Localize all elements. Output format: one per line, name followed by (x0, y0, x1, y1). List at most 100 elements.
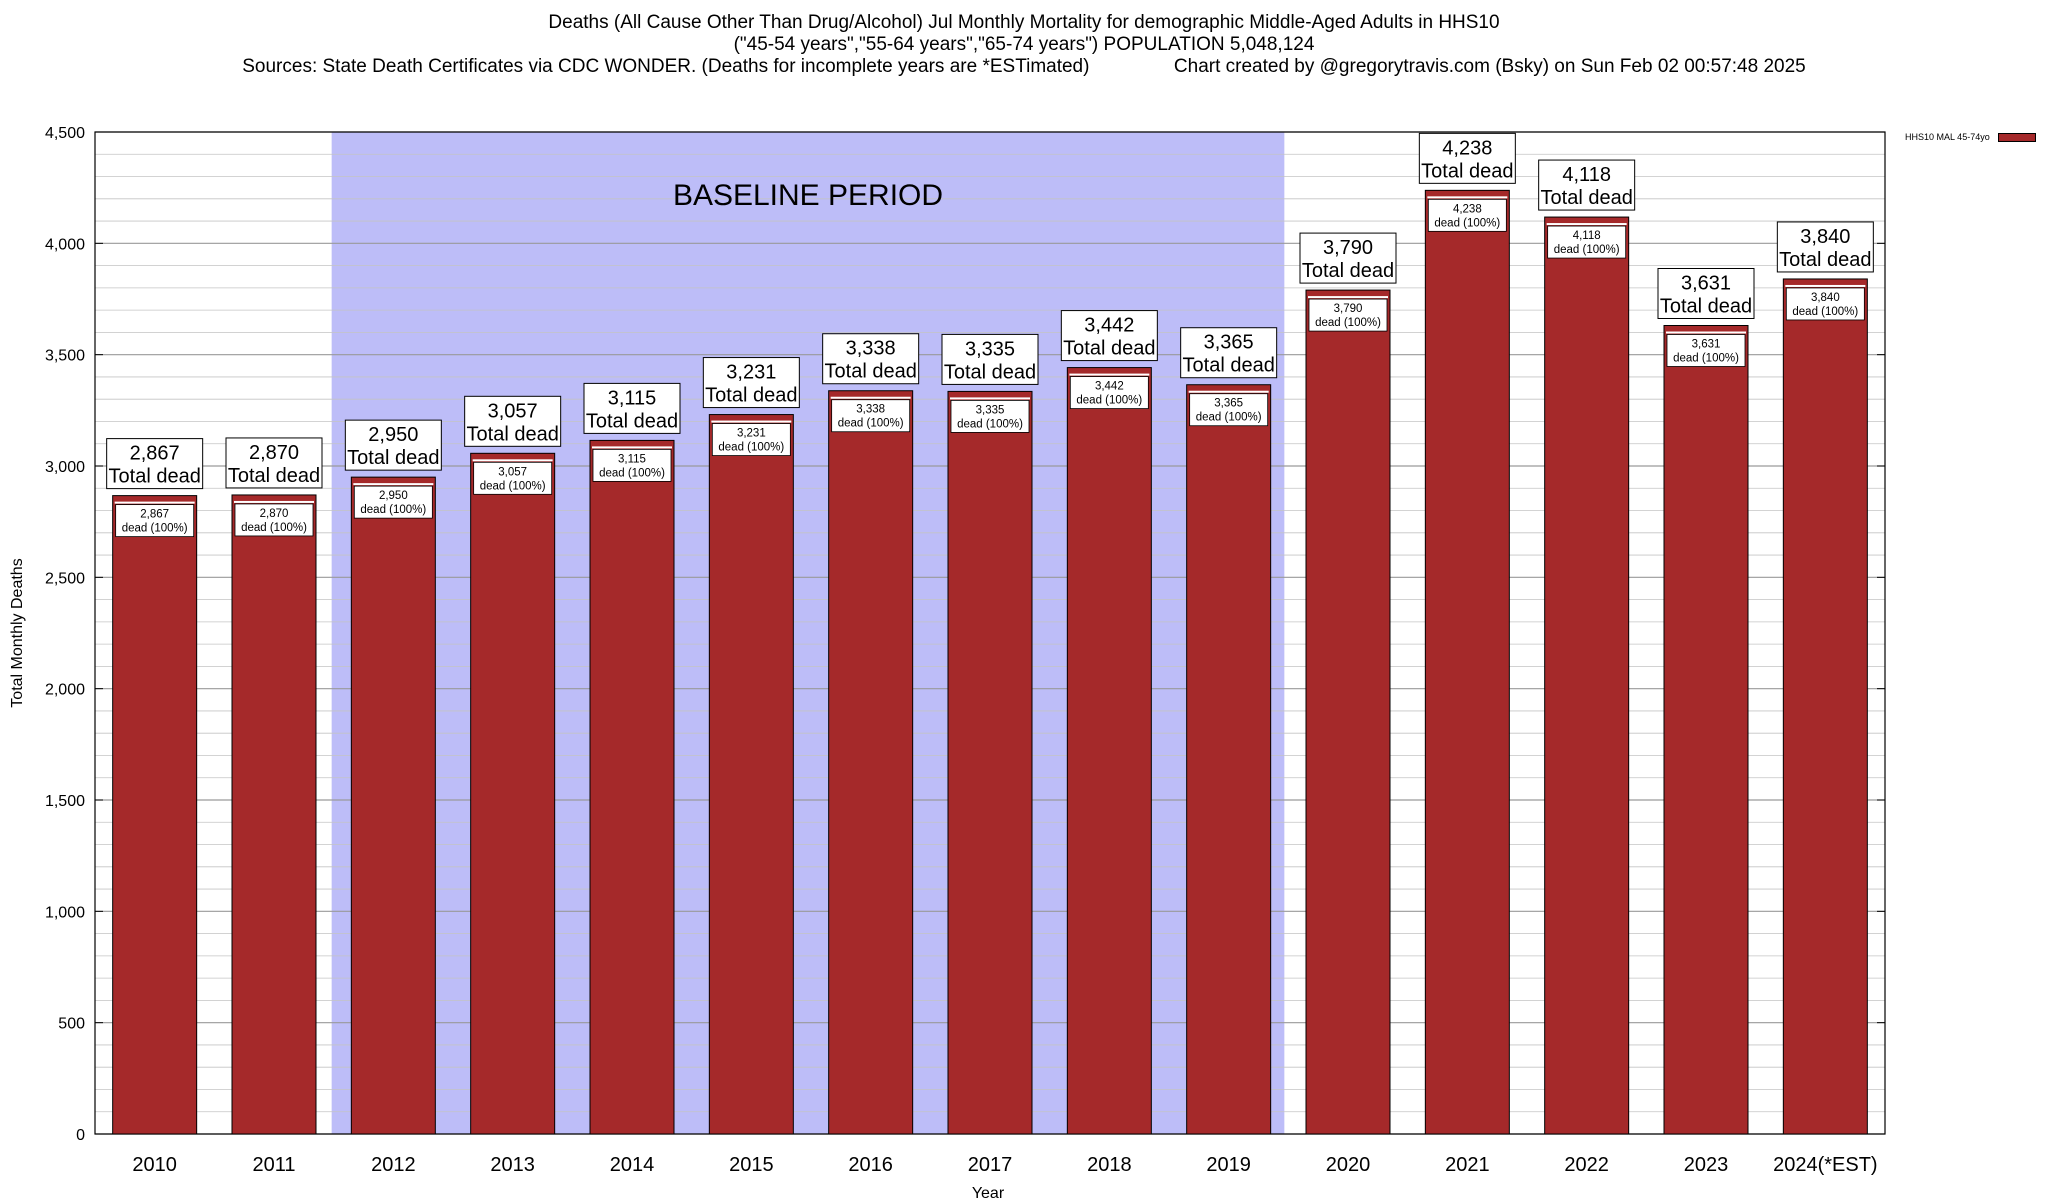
y-tick-label: 1,000 (45, 904, 85, 921)
total-dead-label: Total dead (705, 385, 797, 407)
total-value-label: 2,870 (249, 442, 299, 464)
baseline-label: BASELINE PERIOD (673, 179, 943, 212)
bar (1066, 367, 1152, 1135)
total-dead-label: Total dead (1183, 355, 1275, 377)
inner-dead-label: dead (100%) (122, 523, 188, 535)
bar-top-stripe (1427, 196, 1508, 199)
total-value-label: 3,338 (846, 338, 896, 360)
total-value-label: 3,790 (1323, 237, 1373, 259)
inner-label-box (831, 399, 911, 433)
total-value-label: 4,238 (1442, 137, 1492, 159)
bar-top-stripe (234, 500, 314, 503)
total-value-label: 3,631 (1681, 272, 1731, 294)
total-value-label: 2,867 (130, 443, 180, 465)
inner-label-box (1069, 376, 1149, 409)
y-tick-label: 2,000 (45, 682, 85, 699)
inner-value-label: 3,365 (1214, 398, 1243, 410)
bar-top-stripe (1666, 331, 1746, 334)
bar-top-stripe (592, 446, 672, 449)
total-value-label: 3,231 (726, 362, 776, 384)
inner-dead-label: dead (100%) (1554, 244, 1620, 256)
x-tick-label: 2015 (729, 1154, 774, 1176)
total-dead-label: Total dead (1541, 187, 1633, 209)
total-value-label: 4,118 (1562, 164, 1611, 186)
inner-value-label: 3,790 (1334, 303, 1363, 315)
inner-dead-label: dead (100%) (241, 522, 307, 534)
bar-top-stripe (1546, 223, 1627, 226)
inner-value-label: 4,118 (1573, 230, 1601, 242)
y-tick-label: 3,000 (45, 459, 85, 476)
inner-dead-label: dead (100%) (1315, 317, 1381, 329)
bar (1663, 324, 1749, 1135)
total-label-box (1299, 232, 1397, 284)
x-tick-label: 2021 (1445, 1154, 1490, 1176)
total-dead-label: Total dead (228, 465, 320, 487)
bar (828, 390, 914, 1135)
total-dead-label: Total dead (586, 410, 678, 432)
inner-dead-label: dead (100%) (718, 442, 784, 454)
x-tick-label: 2013 (490, 1154, 535, 1176)
inner-value-label: 3,115 (618, 453, 646, 465)
total-label-box (702, 357, 800, 409)
bar (589, 439, 675, 1135)
y-tick-label: 0 (76, 1127, 85, 1144)
total-label-box (1657, 267, 1755, 319)
inner-dead-label: dead (100%) (599, 467, 665, 479)
total-label-box (1418, 132, 1516, 184)
x-tick-label: 2020 (1326, 1154, 1371, 1176)
inner-label-box (473, 461, 553, 495)
inner-dead-label: dead (100%) (360, 504, 426, 516)
bar (470, 452, 556, 1135)
bar (112, 495, 198, 1135)
total-label-box (1060, 310, 1158, 362)
inner-dead-label: dead (100%) (1673, 352, 1739, 364)
total-label-box (344, 419, 442, 471)
total-value-label: 3,335 (965, 338, 1015, 360)
bar-top-stripe (114, 501, 195, 504)
x-axis-label: Year (972, 1185, 1005, 1200)
x-tick-label: 2018 (1087, 1154, 1132, 1176)
title-line-3: Sources: State Death Certificates via CD… (242, 56, 1806, 77)
total-dead-label: Total dead (109, 466, 201, 488)
inner-dead-label: dead (100%) (838, 418, 904, 430)
bar-top-stripe (711, 420, 792, 423)
x-tick-label: 2017 (968, 1154, 1013, 1176)
x-tick-label: 2019 (1206, 1154, 1251, 1176)
bar-top-stripe (472, 459, 553, 462)
y-tick-label: 500 (58, 1016, 85, 1033)
total-label-box (106, 438, 204, 490)
y-axis-label: Total Monthly Deaths (9, 558, 26, 707)
total-value-label: 3,442 (1084, 315, 1134, 337)
x-tick-label: 2011 (252, 1154, 295, 1176)
inner-value-label: 2,867 (140, 509, 169, 521)
inner-dead-label: dead (100%) (1792, 306, 1858, 318)
x-tick-label: 2010 (132, 1154, 177, 1176)
inner-dead-label: dead (100%) (957, 418, 1023, 430)
total-value-label: 3,115 (608, 387, 657, 409)
inner-value-label: 3,631 (1692, 338, 1721, 350)
inner-label-box (234, 503, 314, 537)
chart-title: Deaths (All Cause Other Than Drug/Alcoho… (0, 12, 2048, 78)
total-label-box (1538, 159, 1636, 211)
x-tick-label: 2023 (1684, 1154, 1729, 1176)
inner-value-label: 2,870 (260, 508, 289, 520)
inner-label-box (1427, 198, 1507, 232)
bar-top-stripe (353, 483, 434, 486)
inner-label-box (115, 504, 195, 538)
x-tick-label: 2022 (1564, 1154, 1609, 1176)
legend: HHS10 MAL 45-74yo (1905, 132, 2036, 142)
inner-label-box (353, 485, 433, 519)
x-tick-label: 2016 (848, 1154, 893, 1176)
inner-label-box (1666, 334, 1746, 367)
total-label-box (1776, 221, 1874, 273)
x-tick-label: 2014 (610, 1154, 655, 1176)
bar (947, 390, 1033, 1135)
total-dead-label: Total dead (1063, 338, 1155, 360)
total-label-box (464, 395, 562, 447)
y-tick-label: 2,500 (45, 570, 85, 587)
inner-value-label: 2,950 (379, 490, 408, 502)
y-tick-label: 4,000 (45, 236, 85, 253)
total-dead-label: Total dead (825, 361, 917, 383)
inner-value-label: 3,338 (856, 404, 885, 416)
